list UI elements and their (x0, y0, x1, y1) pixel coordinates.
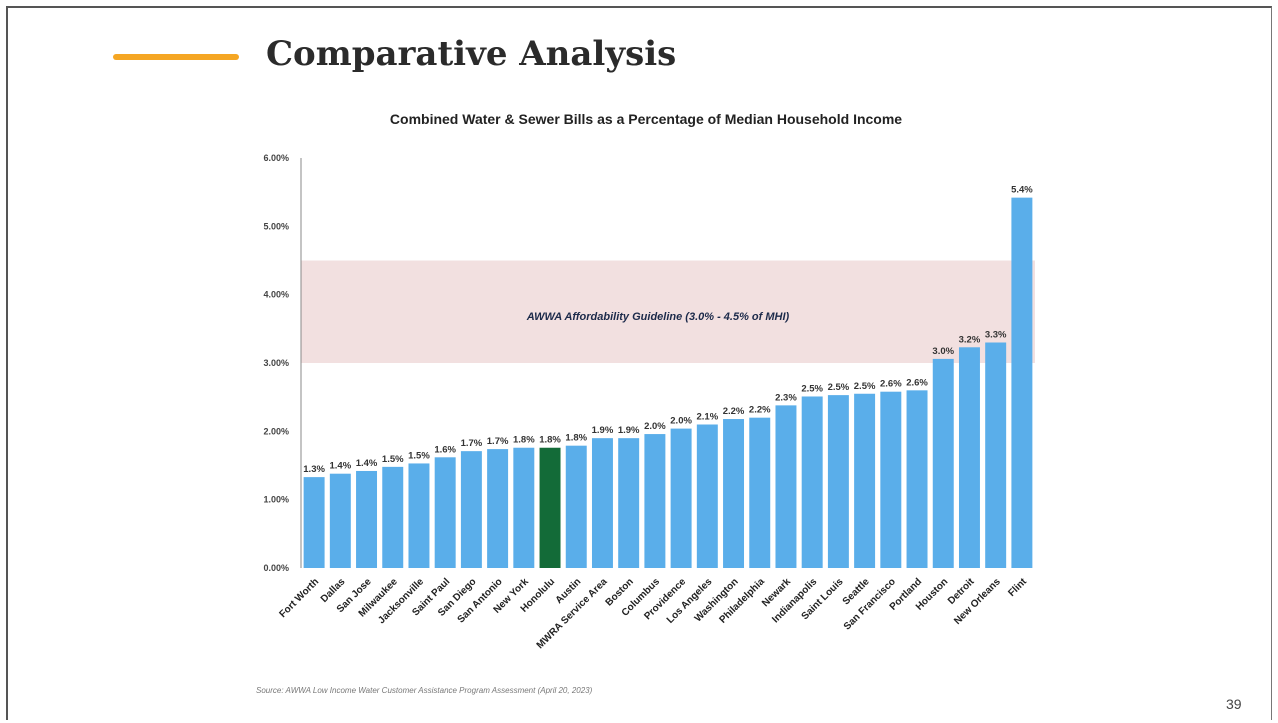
guideline-band-label: AWWA Affordability Guideline (3.0% - 4.5… (526, 311, 790, 323)
y-tick-label: 2.00% (263, 426, 289, 436)
bar (723, 419, 745, 568)
x-tick-label: Flint (1006, 576, 1029, 599)
bar-value-label: 1.4% (356, 458, 378, 469)
bar-value-label: 2.6% (880, 379, 902, 390)
bar (801, 396, 823, 568)
title-accent-line (113, 54, 239, 60)
bar-value-label: 2.2% (723, 406, 745, 417)
bar (906, 390, 928, 568)
bar (539, 447, 561, 568)
bar-value-label: 1.9% (618, 425, 640, 436)
bar-value-label: 3.0% (932, 346, 954, 357)
bar-value-label: 1.9% (592, 425, 614, 436)
bar (854, 393, 876, 568)
bar (460, 451, 482, 568)
source-note: Source: AWWA Low Income Water Customer A… (256, 686, 593, 695)
bar-value-label: 2.0% (644, 421, 666, 432)
bar-value-label: 1.3% (303, 464, 325, 475)
bar (932, 358, 954, 568)
bar-value-label: 1.6% (434, 444, 456, 455)
bar-value-label: 1.4% (329, 461, 351, 472)
bar-value-label: 2.2% (749, 405, 771, 416)
bar (565, 445, 587, 568)
bar (408, 463, 430, 568)
bar-value-label: 2.0% (670, 416, 692, 427)
bar (329, 473, 351, 568)
bar-value-label: 1.7% (487, 436, 509, 447)
bar-value-label: 1.8% (565, 433, 587, 444)
bar (749, 417, 771, 568)
bar-value-label: 1.8% (539, 435, 561, 446)
bar-value-label: 2.6% (906, 377, 928, 388)
y-tick-label: 1.00% (263, 495, 289, 505)
bar-value-label: 1.5% (408, 450, 430, 461)
bar-value-label: 1.5% (382, 454, 404, 465)
y-tick-label: 3.00% (263, 358, 289, 368)
bar-value-label: 3.2% (959, 334, 981, 345)
bar-value-label: 2.5% (828, 382, 850, 393)
x-tick-label: New Orleans (952, 576, 1003, 627)
bar (303, 477, 325, 568)
bar-value-label: 2.3% (775, 392, 797, 403)
bar (827, 395, 849, 568)
bar (591, 438, 613, 568)
bar (434, 457, 456, 568)
bar (513, 447, 535, 568)
bar (356, 470, 378, 568)
bar-value-label: 2.5% (801, 383, 823, 394)
bar-value-label: 2.1% (696, 412, 718, 423)
slide-title: Comparative Analysis (266, 34, 677, 74)
bar (1011, 197, 1033, 568)
bar (775, 405, 797, 568)
page-number: 39 (1226, 696, 1242, 712)
guideline-band (301, 260, 1035, 363)
bar (958, 347, 980, 568)
bar-value-label: 1.7% (461, 438, 483, 449)
bar (670, 428, 692, 568)
y-tick-label: 5.00% (263, 221, 289, 231)
slide-frame (6, 6, 1272, 720)
bar-value-label: 5.4% (1011, 185, 1033, 196)
y-tick-label: 0.00% (263, 563, 289, 573)
bar-value-label: 1.8% (513, 435, 535, 446)
bar-value-label: 2.5% (854, 381, 876, 392)
bar (880, 391, 902, 568)
bar (644, 434, 666, 568)
bar (382, 466, 404, 568)
y-tick-label: 6.00% (263, 153, 289, 163)
bar-value-label: 3.3% (985, 330, 1007, 341)
bar (985, 342, 1007, 568)
y-tick-label: 4.00% (263, 290, 289, 300)
bar (618, 438, 640, 568)
bar (487, 449, 509, 568)
x-tick-label: Fort Worth (277, 576, 321, 620)
chart-title: Combined Water & Sewer Bills as a Percen… (390, 111, 902, 127)
bar (696, 424, 718, 568)
